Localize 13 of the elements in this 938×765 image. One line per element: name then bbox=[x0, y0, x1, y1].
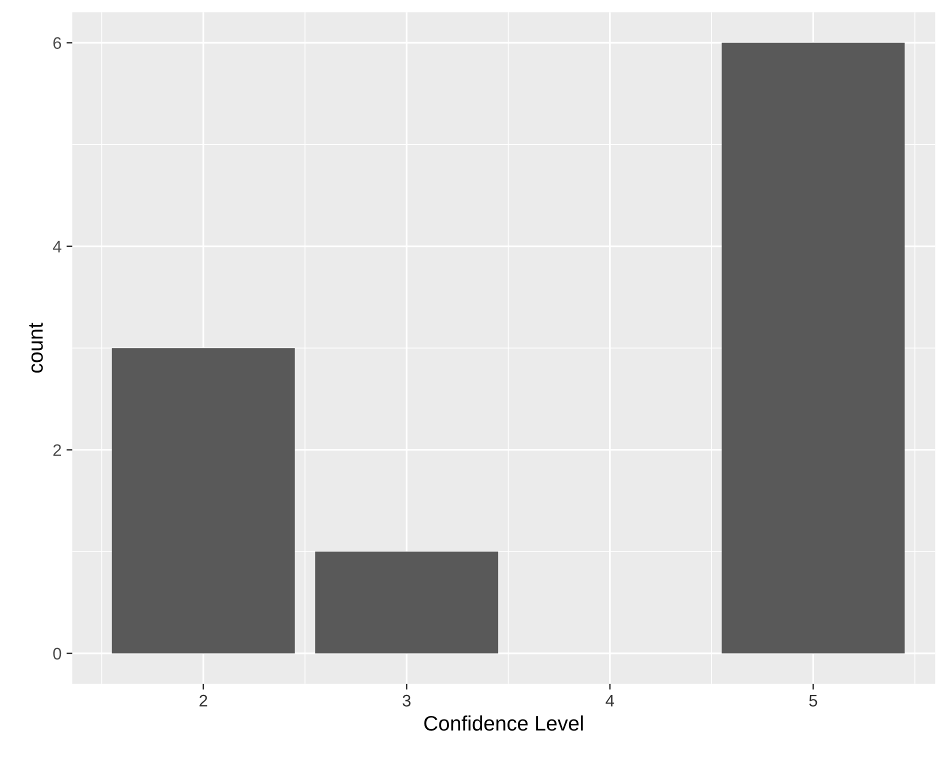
y-tick-label: 2 bbox=[53, 444, 61, 456]
y-tick-label: 0 bbox=[53, 648, 62, 660]
x-axis-title: Confidence Level bbox=[424, 715, 583, 731]
x-tick-label: 3 bbox=[402, 694, 411, 707]
bar bbox=[112, 348, 295, 654]
x-tick-label: 2 bbox=[200, 694, 208, 706]
x-tick-label: 5 bbox=[809, 694, 818, 707]
bar bbox=[722, 42, 905, 654]
x-tick-label: 4 bbox=[606, 694, 614, 706]
bar bbox=[315, 552, 498, 654]
y-tick-label: 6 bbox=[53, 37, 62, 49]
y-axis-title: count bbox=[29, 322, 43, 373]
y-tick-label: 4 bbox=[52, 240, 62, 252]
